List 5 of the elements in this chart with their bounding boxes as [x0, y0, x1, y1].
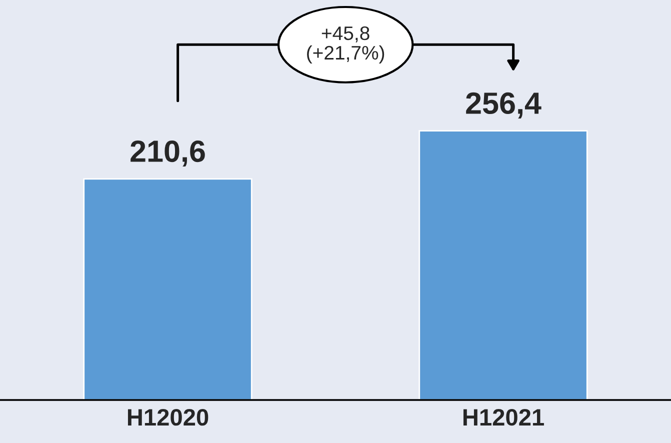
data-label: 256,4 — [466, 92, 542, 118]
x-tick-label: H12020 — [128, 408, 208, 426]
text: +45,8 (+21,7%) — [307, 26, 384, 64]
data-label: 210,6 — [130, 140, 205, 167]
x-tick-label: H12021 — [463, 408, 544, 426]
